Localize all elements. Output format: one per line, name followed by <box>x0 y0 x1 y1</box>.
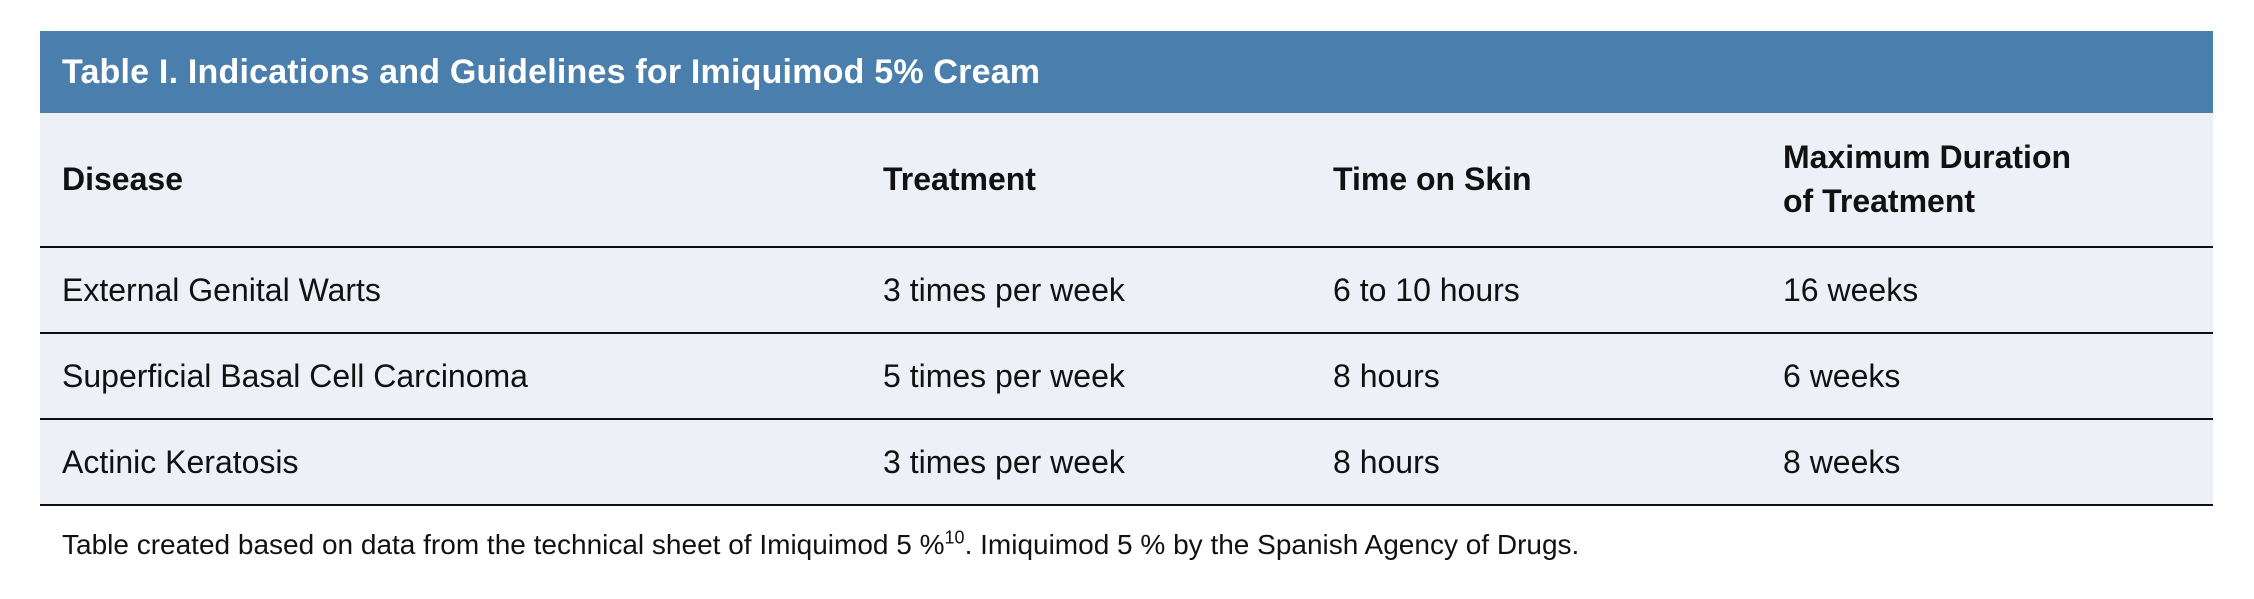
cell-disease: Actinic Keratosis <box>40 419 883 506</box>
header-row: Disease Treatment Time on Skin Maximum D… <box>40 113 2213 248</box>
footnote-reference-superscript: 10 <box>944 527 965 548</box>
cell-time-on-skin: 8 hours <box>1333 419 1783 506</box>
table-row: Actinic Keratosis 3 times per week 8 hou… <box>40 419 2213 506</box>
footnote-text-continued: . Imiquimod 5 % by the Spanish Agency of… <box>964 529 1580 560</box>
cell-disease: Superficial Basal Cell Carcinoma <box>40 333 883 420</box>
imiquimod-table-figure: Table I. Indications and Guidelines for … <box>40 31 2213 562</box>
table-title-bar: Table I. Indications and Guidelines for … <box>40 31 2213 113</box>
cell-disease: External Genital Warts <box>40 247 883 334</box>
column-header-time-on-skin: Time on Skin <box>1333 113 1783 248</box>
cell-max-duration: 8 weeks <box>1783 419 2213 506</box>
cell-max-duration: 6 weeks <box>1783 333 2213 420</box>
cell-treatment: 3 times per week <box>883 419 1333 506</box>
cell-time-on-skin: 6 to 10 hours <box>1333 247 1783 334</box>
cell-time-on-skin: 8 hours <box>1333 333 1783 420</box>
cell-treatment: 3 times per week <box>883 247 1333 334</box>
cell-max-duration: 16 weeks <box>1783 247 2213 334</box>
table-row: External Genital Warts 3 times per week … <box>40 247 2213 334</box>
table-row: Superficial Basal Cell Carcinoma 5 times… <box>40 333 2213 420</box>
table-footnote: Table created based on data from the tec… <box>62 528 2213 562</box>
table-title: Table I. Indications and Guidelines for … <box>62 52 1041 91</box>
indications-table: Disease Treatment Time on Skin Maximum D… <box>40 113 2213 506</box>
footnote-text: Table created based on data from the tec… <box>62 529 945 560</box>
cell-treatment: 5 times per week <box>883 333 1333 420</box>
column-header-max-duration: Maximum Duration of Treatment <box>1783 113 2213 248</box>
column-header-treatment: Treatment <box>883 113 1333 248</box>
column-header-disease: Disease <box>40 113 883 248</box>
